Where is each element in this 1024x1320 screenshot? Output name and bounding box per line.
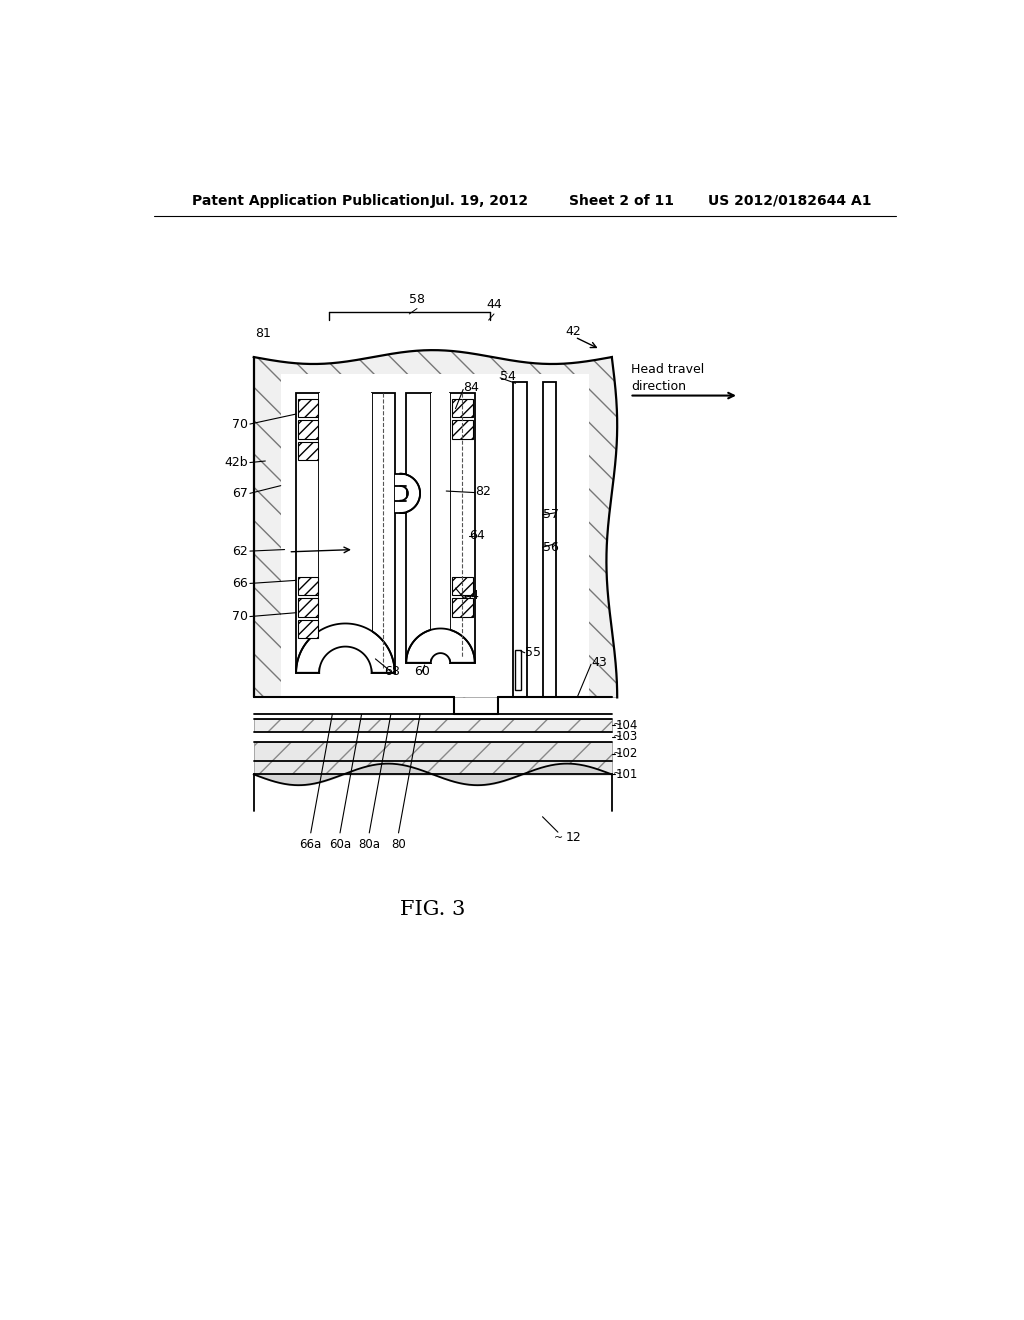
Text: 81: 81 bbox=[255, 327, 271, 341]
Text: ~: ~ bbox=[612, 721, 622, 730]
Polygon shape bbox=[296, 623, 394, 673]
Text: Head travel
direction: Head travel direction bbox=[631, 363, 705, 393]
Bar bbox=[298, 619, 317, 638]
Bar bbox=[298, 399, 317, 417]
Bar bbox=[281, 374, 589, 697]
Bar bbox=[298, 577, 317, 595]
Text: 60a: 60a bbox=[329, 837, 351, 850]
Text: 42b: 42b bbox=[224, 455, 248, 469]
Text: 60: 60 bbox=[414, 665, 429, 678]
Polygon shape bbox=[254, 742, 611, 775]
Bar bbox=[407, 393, 431, 663]
Text: ~: ~ bbox=[612, 770, 622, 779]
Bar bbox=[452, 598, 473, 616]
Text: 62: 62 bbox=[231, 545, 248, 557]
Text: 80a: 80a bbox=[358, 837, 380, 850]
Bar bbox=[298, 420, 317, 438]
Text: 42: 42 bbox=[565, 325, 582, 338]
Text: ~: ~ bbox=[612, 731, 622, 742]
Bar bbox=[515, 649, 521, 689]
Text: Patent Application Publication: Patent Application Publication bbox=[193, 194, 430, 207]
Polygon shape bbox=[400, 474, 420, 513]
Text: 68: 68 bbox=[384, 665, 400, 678]
Bar bbox=[452, 577, 473, 595]
Text: 101: 101 bbox=[615, 768, 638, 781]
Text: 12: 12 bbox=[565, 832, 582, 843]
Polygon shape bbox=[254, 719, 611, 733]
Text: 82: 82 bbox=[475, 484, 490, 498]
Text: FIG. 3: FIG. 3 bbox=[399, 900, 465, 919]
Bar bbox=[452, 420, 473, 438]
Text: 66: 66 bbox=[231, 577, 248, 590]
Bar bbox=[254, 733, 611, 742]
Bar bbox=[298, 442, 317, 461]
Bar bbox=[452, 399, 473, 417]
Text: 84: 84 bbox=[463, 589, 479, 602]
Polygon shape bbox=[431, 393, 451, 663]
Bar bbox=[543, 381, 556, 697]
Bar bbox=[296, 393, 319, 673]
Text: 103: 103 bbox=[615, 730, 638, 743]
Text: US 2012/0182644 A1: US 2012/0182644 A1 bbox=[708, 194, 871, 207]
Bar bbox=[513, 381, 527, 697]
Text: 64: 64 bbox=[469, 529, 485, 543]
Text: ~: ~ bbox=[554, 833, 563, 842]
Text: 58: 58 bbox=[409, 293, 425, 306]
Text: 66a: 66a bbox=[300, 837, 322, 850]
Text: 43: 43 bbox=[591, 656, 607, 669]
Text: 56: 56 bbox=[543, 541, 558, 554]
Text: 44: 44 bbox=[486, 298, 502, 312]
Bar bbox=[394, 474, 407, 513]
Text: 104: 104 bbox=[615, 718, 638, 731]
Polygon shape bbox=[254, 350, 617, 697]
Text: 102: 102 bbox=[615, 747, 638, 760]
Polygon shape bbox=[319, 393, 372, 673]
Bar bbox=[451, 393, 475, 663]
Text: 84: 84 bbox=[463, 381, 479, 395]
Text: Sheet 2 of 11: Sheet 2 of 11 bbox=[569, 194, 675, 207]
Bar bbox=[372, 393, 394, 673]
Text: Jul. 19, 2012: Jul. 19, 2012 bbox=[431, 194, 529, 207]
Text: 55: 55 bbox=[524, 647, 541, 659]
Polygon shape bbox=[407, 628, 475, 663]
Text: 70: 70 bbox=[231, 417, 248, 430]
Text: ~: ~ bbox=[612, 748, 622, 759]
Text: 54: 54 bbox=[500, 370, 516, 383]
Text: 80: 80 bbox=[391, 837, 406, 850]
Text: 57: 57 bbox=[543, 508, 558, 521]
Text: 67: 67 bbox=[231, 487, 248, 500]
Text: 70: 70 bbox=[231, 610, 248, 623]
Bar bbox=[298, 598, 317, 616]
